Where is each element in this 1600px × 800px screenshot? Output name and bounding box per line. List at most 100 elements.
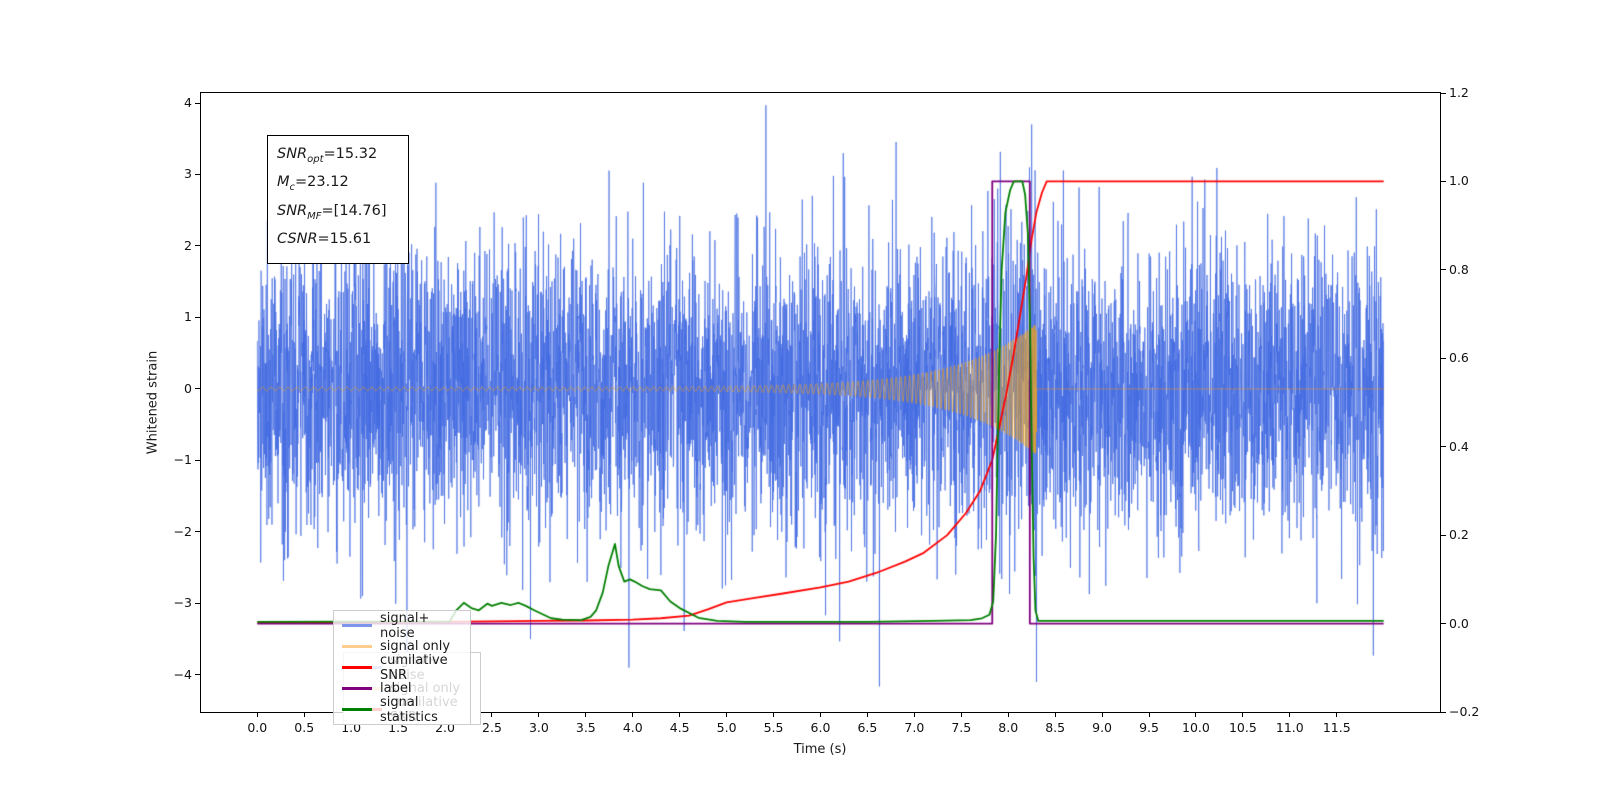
- x-tick-mark: [1289, 712, 1291, 717]
- x-tick-mark: [1195, 712, 1197, 717]
- annotation-box: SNRopt=15.32 Mc=23.12 SNRMF=[14.76] CSNR…: [267, 135, 409, 264]
- y-right-tick-label: 0.4: [1449, 438, 1469, 454]
- legend-swatch-signal-plus-noise: [342, 624, 372, 627]
- y-left-tick-mark: [195, 173, 200, 175]
- legend-entry: signal only: [340, 636, 464, 657]
- y-left-tick-label: 2: [184, 237, 192, 253]
- x-tick-label: 3.0: [528, 720, 549, 735]
- x-tick-label: 11.0: [1275, 720, 1304, 735]
- x-tick-mark: [726, 712, 728, 717]
- annotation-line: SNRMF=[14.76]: [277, 202, 387, 222]
- y-axis-label-left: Whitened strain: [145, 350, 161, 455]
- y-left-tick-mark: [195, 245, 200, 247]
- y-left-tick-mark: [195, 674, 200, 676]
- x-tick-mark: [632, 712, 634, 717]
- x-tick-mark: [913, 712, 915, 717]
- y-left-tick-mark: [195, 459, 200, 461]
- legend-swatch-signal-only: [342, 645, 372, 648]
- y-right-tick-mark: [1441, 92, 1446, 94]
- legend-entry: signal statistics: [340, 695, 464, 725]
- y-left-tick-mark: [195, 316, 200, 318]
- x-tick-label: 8.0: [998, 720, 1019, 735]
- y-left-tick-mark: [195, 602, 200, 604]
- x-tick-mark: [960, 712, 962, 717]
- legend-entry: cumilative SNR: [340, 653, 464, 683]
- annotation-line: CSNR=15.61: [277, 231, 372, 248]
- y-right-tick-mark: [1441, 623, 1446, 625]
- x-tick-label: 4.0: [622, 720, 643, 735]
- y-left-tick-label: 0: [184, 380, 192, 396]
- x-tick-mark: [820, 712, 821, 717]
- y-right-tick-mark: [1441, 711, 1446, 713]
- x-tick-label: 0.0: [247, 720, 268, 735]
- legend-label: signal+ noise: [380, 610, 430, 641]
- y-right-tick-label: 0.2: [1449, 527, 1469, 543]
- y-left-tick-mark: [195, 531, 200, 533]
- y-left-tick-label: 1: [184, 309, 192, 325]
- y-right-tick-mark: [1441, 357, 1446, 359]
- x-tick-mark: [256, 712, 258, 717]
- y-left-tick-label: −4: [173, 666, 192, 682]
- x-tick-mark: [538, 712, 540, 717]
- x-tick-label: 7.0: [904, 720, 925, 735]
- y-right-tick-label: 1.2: [1449, 85, 1469, 100]
- x-tick-label: 0.5: [294, 720, 315, 735]
- x-tick-mark: [1101, 712, 1103, 717]
- y-right-tick-label: 0.0: [1449, 615, 1469, 631]
- x-tick-mark: [1148, 712, 1150, 717]
- legend-entry: signal+ noise: [340, 611, 464, 641]
- x-tick-mark: [585, 712, 587, 717]
- x-tick-mark: [1054, 712, 1056, 717]
- legend-swatch-signal-statistics: [342, 708, 372, 711]
- x-tick-label: 9.5: [1139, 720, 1159, 735]
- legend-label: signal only: [380, 639, 451, 654]
- x-tick-label: 5.5: [763, 720, 784, 735]
- legend-label: label: [380, 681, 412, 696]
- x-tick-mark: [1007, 712, 1009, 717]
- x-tick-mark: [491, 712, 493, 717]
- x-tick-label: 11.5: [1322, 720, 1351, 735]
- x-tick-mark: [773, 712, 775, 717]
- y-left-tick-mark: [195, 388, 200, 390]
- x-tick-mark: [303, 712, 305, 717]
- x-tick-mark: [1242, 712, 1244, 717]
- legend-swatch-cumulative-snr: [342, 666, 372, 669]
- x-axis-label: Time (s): [793, 742, 847, 757]
- x-tick-label: 10.0: [1182, 720, 1210, 735]
- legend-entry: label: [340, 678, 464, 699]
- legend: signal+ noise signal only cumilative SNR…: [333, 610, 471, 725]
- y-left-tick-label: 4: [184, 95, 192, 110]
- annotation-line: Mc=23.12: [277, 174, 349, 194]
- y-left-tick-label: −3: [173, 595, 192, 611]
- y-right-tick-mark: [1441, 269, 1446, 271]
- x-tick-label: 2.5: [482, 720, 502, 735]
- x-tick-label: 4.5: [669, 720, 690, 735]
- y-right-tick-mark: [1441, 534, 1446, 536]
- x-tick-label: 9.0: [1092, 720, 1113, 735]
- y-left-tick-mark: [195, 102, 200, 104]
- x-tick-label: 8.5: [1045, 720, 1066, 735]
- x-tick-label: 3.5: [575, 720, 596, 735]
- y-right-tick-label: 1.0: [1449, 173, 1469, 189]
- x-tick-mark: [679, 712, 681, 717]
- x-tick-label: 6.5: [857, 720, 878, 735]
- x-tick-mark: [1336, 712, 1338, 717]
- y-left-tick-label: −1: [173, 452, 192, 468]
- annotation-line: SNRopt=15.32: [277, 146, 378, 165]
- y-left-tick-label: −2: [173, 523, 192, 539]
- x-tick-mark: [866, 712, 868, 717]
- y-right-tick-label: 0.6: [1449, 350, 1469, 366]
- x-tick-label: 6.0: [810, 720, 831, 735]
- legend-label: signal statistics: [380, 694, 438, 725]
- legend-swatch-label: [342, 687, 372, 690]
- x-tick-label: 10.5: [1228, 720, 1257, 735]
- y-right-tick-label: −0.2: [1449, 704, 1480, 719]
- y-right-tick-mark: [1441, 180, 1446, 182]
- y-right-tick-mark: [1441, 446, 1446, 448]
- y-left-tick-label: 3: [184, 166, 192, 182]
- legend-label: cumilative SNR: [380, 652, 448, 683]
- x-tick-label: 7.5: [951, 720, 972, 735]
- x-tick-label: 5.0: [716, 720, 737, 735]
- y-right-tick-label: 0.8: [1449, 261, 1469, 277]
